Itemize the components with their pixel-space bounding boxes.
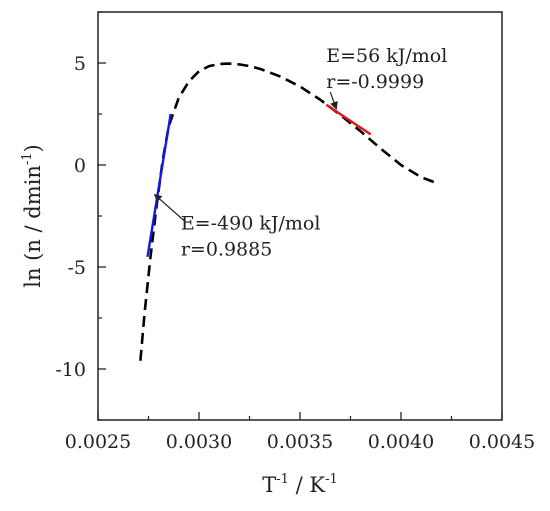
annotation-text-1: E=-490 kJ/mol r=0.9885	[181, 212, 321, 260]
x-tick-label: 0.0040	[368, 431, 434, 453]
annotation-text-0: E=56 kJ/mol r=-0.9999	[326, 45, 447, 93]
annotation-arrow-0	[329, 91, 338, 110]
y-tick-label: 0	[74, 155, 86, 177]
x-tick-label: 0.0035	[267, 431, 333, 453]
x-axis-label: T-1 / K-1	[262, 472, 337, 497]
annotation-arrow-1	[153, 193, 186, 222]
x-tick-label: 0.0030	[166, 431, 232, 453]
x-tick-label: 0.0045	[469, 431, 535, 453]
y-tick-label: -10	[55, 359, 86, 381]
annotation-layer: E=56 kJ/mol r=-0.9999 E=-490 kJ/mol r=0.988…	[153, 45, 447, 260]
tick-layer: 0.0025 0.0030 0.0035 0.0040 0.0045 -10 -5 0 5	[55, 11, 535, 453]
y-tick-label: -5	[67, 257, 86, 279]
y-tick-label: 5	[74, 53, 86, 75]
y-axis-label: ln (n / dmin-1)	[20, 144, 45, 288]
series-line-2	[325, 103, 372, 136]
x-tick-label: 0.0025	[65, 431, 131, 453]
series-line-1	[146, 113, 172, 257]
